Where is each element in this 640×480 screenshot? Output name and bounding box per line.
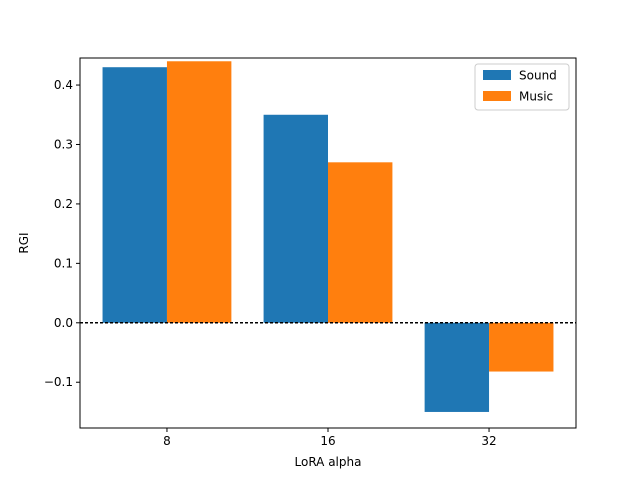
legend-label-music: Music — [519, 90, 553, 104]
y-tick-label: 0.1 — [54, 256, 73, 270]
x-axis-label: LoRA alpha — [295, 455, 362, 469]
bar-music-8 — [166, 61, 232, 323]
y-axis-label: RGI — [17, 232, 31, 253]
x-tick-label: 16 — [320, 434, 335, 448]
x-tick-label: 32 — [481, 434, 496, 448]
y-tick-label: −0.1 — [44, 375, 73, 389]
y-tick-label: 0.3 — [54, 137, 73, 151]
bars-layer — [102, 61, 554, 412]
y-tick-label: 0.2 — [54, 197, 73, 211]
legend: Sound Music — [474, 63, 570, 111]
bar-sound-32 — [424, 322, 490, 412]
legend-swatch-music — [483, 91, 511, 101]
axes-layer: −0.1 0.0 0.1 0.2 0.3 0.4 8 16 32 — [44, 57, 577, 448]
y-tick-label: 0.4 — [54, 78, 73, 92]
x-tick-label: 8 — [163, 434, 171, 448]
bar-music-32 — [489, 322, 554, 372]
bar-sound-8 — [102, 67, 167, 323]
y-tick-label: 0.0 — [54, 316, 73, 330]
bar-sound-16 — [263, 114, 328, 323]
legend-swatch-sound — [483, 70, 511, 80]
bar-music-16 — [328, 162, 393, 323]
legend-label-sound: Sound — [519, 69, 557, 83]
